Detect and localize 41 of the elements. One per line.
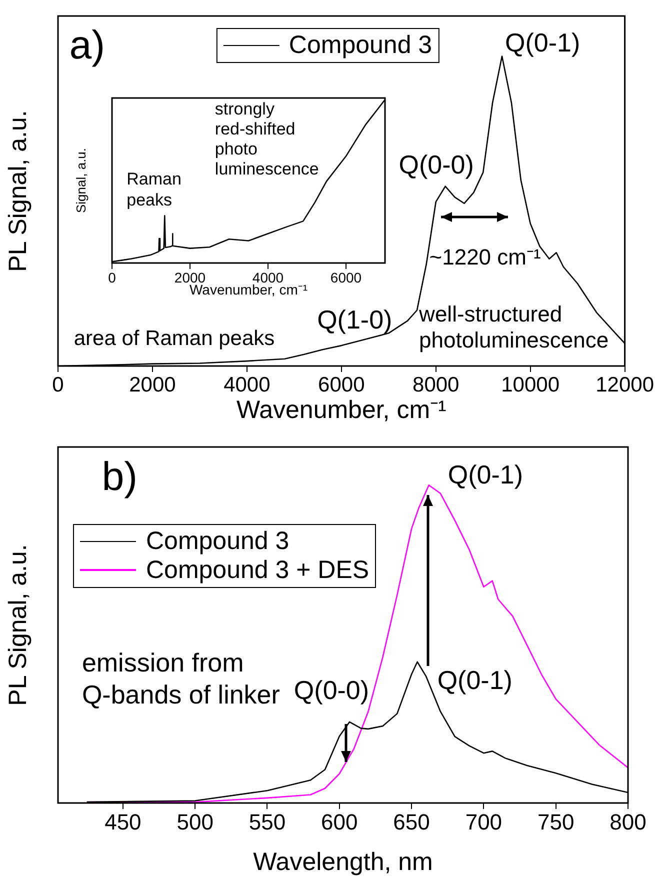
x-tick-label: 0 xyxy=(108,269,116,286)
x-tick-label: 2000 xyxy=(129,373,176,396)
annotation: Q(0-0) xyxy=(294,675,370,706)
annotation: ~1220 cm⁻¹ xyxy=(429,244,541,270)
x-tick-label: 550 xyxy=(248,809,286,834)
annotation: Raman peaks xyxy=(126,169,182,210)
annotation: Q(0-1) xyxy=(437,665,512,696)
legend-label: Compound 3 xyxy=(146,527,290,556)
y-axis-title: PL Signal, a.u. xyxy=(4,544,32,706)
x-axis-title: Wavelength, nm xyxy=(253,848,433,876)
y-axis-title: Signal, a.u. xyxy=(73,148,88,214)
x-tick-label: 6000 xyxy=(318,373,365,396)
legend-label: Compound 3 xyxy=(288,31,432,60)
x-tick-label: 0 xyxy=(52,373,64,396)
x-tick-label: 800 xyxy=(610,809,646,834)
annotation: Q(0-1) xyxy=(448,459,523,490)
y-axis-title: PL Signal, a.u. xyxy=(4,110,32,272)
x-tick-label: 700 xyxy=(465,809,502,834)
x-tick-label: 450 xyxy=(104,809,142,834)
legend-label: Compound 3 + DES xyxy=(146,556,370,584)
x-tick-label: 4000 xyxy=(224,373,270,396)
annotation: strongly red-shifted photo luminescence xyxy=(214,100,319,179)
annotation: Q(0-1) xyxy=(504,27,580,58)
annotation: Q(1-0) xyxy=(317,304,392,334)
x-tick-label: 6000 xyxy=(330,269,362,286)
x-tick-label: 12000 xyxy=(596,373,654,396)
x-axis-title: Wavenumber, cm⁻¹ xyxy=(236,396,446,424)
annotation: area of Raman peaks xyxy=(74,327,275,350)
x-tick-label: 600 xyxy=(321,809,358,834)
annotation: a) xyxy=(69,24,105,68)
x-tick-label: 4000 xyxy=(252,269,284,286)
x-tick-label: 8000 xyxy=(412,373,460,396)
annotation: emission from Q-bands of linker xyxy=(82,647,280,710)
x-tick-label: 750 xyxy=(537,809,574,834)
annotation: b) xyxy=(102,455,138,500)
x-tick-label: 500 xyxy=(176,809,214,834)
annotation: well-structured photoluminescence xyxy=(418,302,609,353)
annotation: Q(0-0) xyxy=(398,150,474,180)
x-tick-label: 10000 xyxy=(501,373,560,396)
x-tick-label: 650 xyxy=(393,809,430,834)
x-tick-label: 2000 xyxy=(174,269,206,286)
